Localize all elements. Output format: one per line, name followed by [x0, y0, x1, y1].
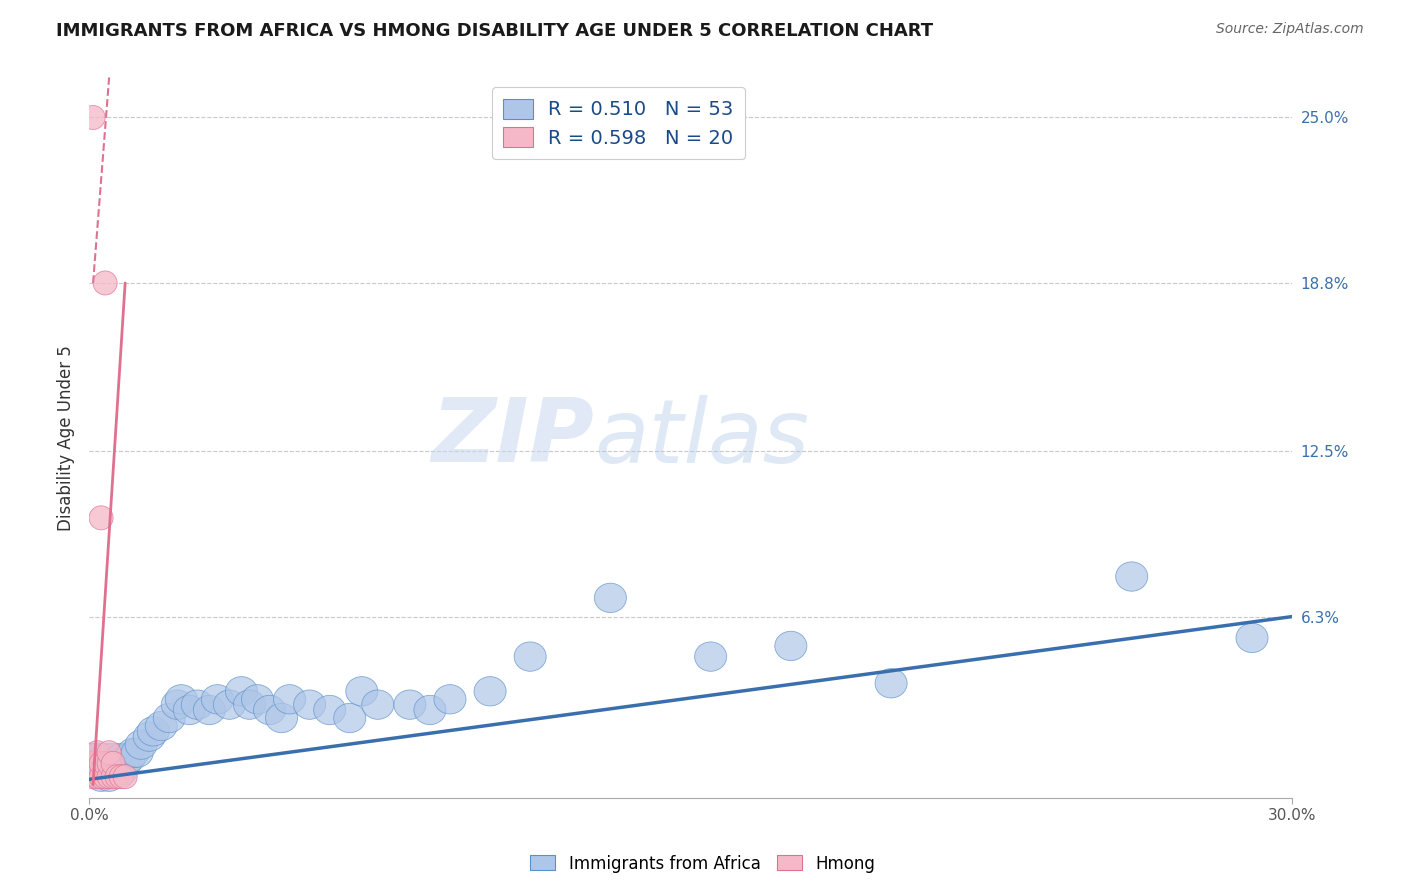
Ellipse shape: [162, 690, 194, 719]
Ellipse shape: [82, 743, 112, 772]
Ellipse shape: [194, 695, 225, 724]
Legend: R = 0.510   N = 53, R = 0.598   N = 20: R = 0.510 N = 53, R = 0.598 N = 20: [492, 87, 745, 160]
Ellipse shape: [153, 703, 186, 732]
Ellipse shape: [125, 730, 157, 759]
Text: atlas: atlas: [595, 395, 810, 481]
Ellipse shape: [515, 642, 546, 672]
Ellipse shape: [84, 762, 117, 791]
Ellipse shape: [82, 105, 105, 129]
Text: IMMIGRANTS FROM AFRICA VS HMONG DISABILITY AGE UNDER 5 CORRELATION CHART: IMMIGRANTS FROM AFRICA VS HMONG DISABILI…: [56, 22, 934, 40]
Ellipse shape: [110, 748, 141, 778]
Ellipse shape: [89, 751, 112, 775]
Ellipse shape: [89, 506, 112, 530]
Ellipse shape: [333, 703, 366, 732]
Ellipse shape: [434, 685, 465, 714]
Ellipse shape: [97, 756, 129, 786]
Ellipse shape: [112, 743, 145, 772]
Ellipse shape: [166, 685, 197, 714]
Ellipse shape: [97, 740, 121, 764]
Ellipse shape: [84, 751, 110, 775]
Ellipse shape: [274, 685, 305, 714]
Ellipse shape: [93, 751, 117, 775]
Ellipse shape: [134, 722, 166, 751]
Ellipse shape: [201, 685, 233, 714]
Ellipse shape: [105, 743, 138, 772]
Ellipse shape: [112, 764, 138, 789]
Ellipse shape: [82, 764, 105, 789]
Ellipse shape: [89, 756, 121, 786]
Ellipse shape: [413, 695, 446, 724]
Ellipse shape: [233, 690, 266, 719]
Ellipse shape: [117, 738, 149, 767]
Ellipse shape: [101, 764, 125, 789]
Ellipse shape: [97, 764, 121, 789]
Ellipse shape: [294, 690, 326, 719]
Ellipse shape: [181, 690, 214, 719]
Ellipse shape: [97, 743, 129, 772]
Text: Source: ZipAtlas.com: Source: ZipAtlas.com: [1216, 22, 1364, 37]
Ellipse shape: [101, 751, 125, 775]
Ellipse shape: [1236, 624, 1268, 653]
Ellipse shape: [110, 764, 134, 789]
Ellipse shape: [775, 632, 807, 661]
Ellipse shape: [89, 764, 112, 789]
Ellipse shape: [84, 748, 117, 778]
Ellipse shape: [173, 695, 205, 724]
Ellipse shape: [1116, 562, 1147, 591]
Ellipse shape: [346, 677, 378, 706]
Ellipse shape: [82, 756, 112, 786]
Ellipse shape: [314, 695, 346, 724]
Y-axis label: Disability Age Under 5: Disability Age Under 5: [58, 345, 75, 531]
Ellipse shape: [93, 271, 117, 295]
Ellipse shape: [93, 764, 117, 789]
Ellipse shape: [101, 748, 134, 778]
Ellipse shape: [89, 743, 121, 772]
Ellipse shape: [97, 751, 121, 775]
Ellipse shape: [82, 751, 105, 775]
Ellipse shape: [138, 716, 169, 746]
Ellipse shape: [145, 711, 177, 740]
Ellipse shape: [84, 740, 110, 764]
Ellipse shape: [253, 695, 285, 724]
Ellipse shape: [77, 743, 110, 772]
Ellipse shape: [77, 756, 110, 786]
Ellipse shape: [93, 762, 125, 791]
Ellipse shape: [214, 690, 246, 719]
Ellipse shape: [225, 677, 257, 706]
Ellipse shape: [595, 583, 627, 613]
Ellipse shape: [474, 677, 506, 706]
Ellipse shape: [105, 764, 129, 789]
Legend: Immigrants from Africa, Hmong: Immigrants from Africa, Hmong: [524, 848, 882, 880]
Ellipse shape: [875, 669, 907, 698]
Ellipse shape: [84, 764, 110, 789]
Ellipse shape: [394, 690, 426, 719]
Ellipse shape: [242, 685, 274, 714]
Ellipse shape: [121, 738, 153, 767]
Ellipse shape: [695, 642, 727, 672]
Ellipse shape: [93, 748, 125, 778]
Ellipse shape: [266, 703, 298, 732]
Ellipse shape: [105, 756, 138, 786]
Ellipse shape: [361, 690, 394, 719]
Text: ZIP: ZIP: [432, 394, 595, 482]
